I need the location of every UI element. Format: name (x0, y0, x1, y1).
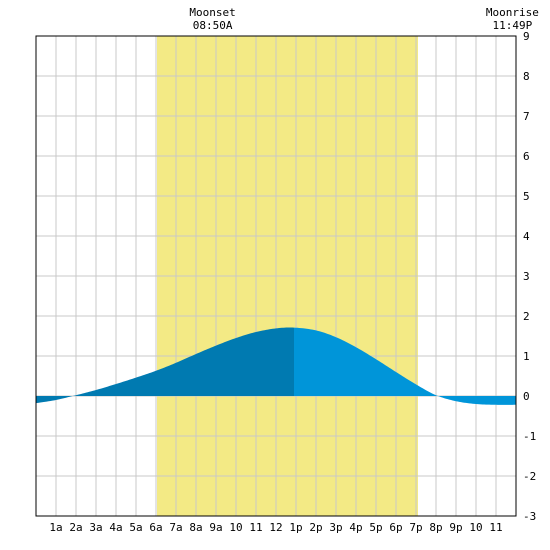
x-tick-label: 5a (129, 521, 142, 534)
x-tick-label: 2a (69, 521, 82, 534)
y-tick-label: 3 (523, 270, 530, 283)
x-tick-label: 2p (309, 521, 322, 534)
x-tick-label: 10 (229, 521, 242, 534)
moon-event-time: 11:49P (493, 19, 533, 32)
y-tick-label: 8 (523, 70, 530, 83)
x-tick-label: 7p (409, 521, 422, 534)
x-tick-labels: 1a 2a 3a 4a 5a 6a 7a 8a 9a 10 11 12 1p 2p 3p 4p 5p 6p 7p 8p… (49, 521, 502, 534)
x-tick-label: 12 (269, 521, 282, 534)
x-tick-label: 5p (369, 521, 382, 534)
x-tick-label: 3a (89, 521, 102, 534)
x-tick-label: 1p (289, 521, 302, 534)
x-tick-label: 9p (449, 521, 462, 534)
x-tick-label: 6a (149, 521, 162, 534)
x-tick-label: 8p (429, 521, 442, 534)
x-tick-label: 3p (329, 521, 342, 534)
y-tick-label: 6 (523, 150, 530, 163)
y-tick-label: 2 (523, 310, 530, 323)
grid-group (36, 36, 516, 516)
x-tick-label: 9a (209, 521, 222, 534)
moon-event-label: Moonset (189, 6, 235, 19)
x-tick-label: 4a (109, 521, 122, 534)
y-tick-label: -1 (523, 430, 536, 443)
x-tick-label: 11 (489, 521, 502, 534)
tide-rising-area (36, 327, 294, 404)
y-tick-label: -3 (523, 510, 536, 523)
moon-event-label: Moonrise (486, 6, 539, 19)
tide-area-group (36, 327, 516, 405)
y-tick-label: -2 (523, 470, 536, 483)
y-tick-label: 4 (523, 230, 530, 243)
plot-border (35, 35, 517, 517)
x-tick-label: 10 (469, 521, 482, 534)
y-tick-labels: 9 8 7 6 5 4 3 2 1 0 -1 -2 -3 (523, 30, 536, 523)
y-tick-label: 5 (523, 190, 530, 203)
tide-falling-area (294, 327, 516, 405)
moon-event-time: 08:50A (193, 19, 233, 32)
y-tick-label: 9 (523, 30, 530, 43)
y-tick-label: 0 (523, 390, 530, 403)
x-tick-label: 11 (249, 521, 262, 534)
x-tick-label: 8a (189, 521, 202, 534)
x-tick-label: 7a (169, 521, 182, 534)
y-tick-label: 7 (523, 110, 530, 123)
x-tick-label: 4p (349, 521, 362, 534)
x-tick-label: 6p (389, 521, 402, 534)
y-tick-label: 1 (523, 350, 530, 363)
x-tick-label: 1a (49, 521, 62, 534)
